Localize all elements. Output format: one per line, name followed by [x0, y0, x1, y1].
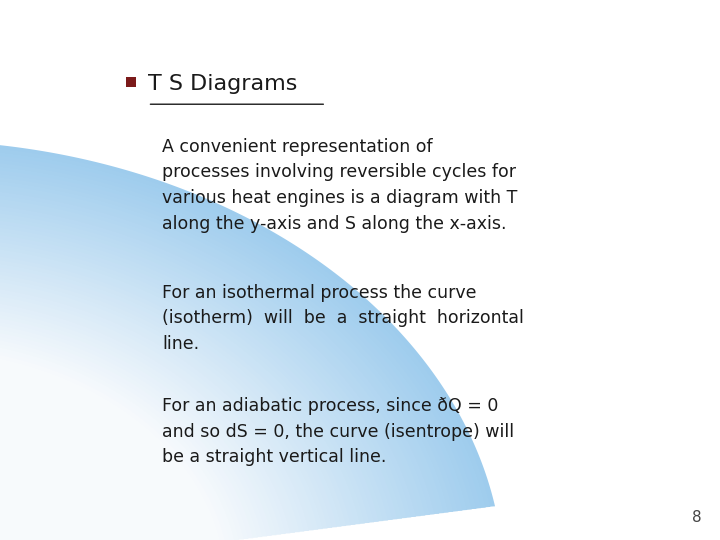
Polygon shape	[0, 0, 477, 540]
Polygon shape	[0, 0, 374, 540]
Polygon shape	[0, 0, 239, 540]
Polygon shape	[0, 0, 420, 540]
Polygon shape	[0, 0, 467, 540]
Polygon shape	[0, 0, 388, 540]
Polygon shape	[0, 0, 309, 540]
Polygon shape	[0, 0, 281, 540]
Polygon shape	[0, 0, 253, 540]
Polygon shape	[0, 0, 458, 540]
Polygon shape	[0, 0, 346, 540]
Polygon shape	[0, 0, 276, 540]
Polygon shape	[0, 0, 271, 540]
Polygon shape	[0, 0, 486, 540]
Polygon shape	[0, 0, 430, 540]
Polygon shape	[0, 0, 341, 540]
Polygon shape	[0, 0, 337, 540]
Polygon shape	[0, 0, 286, 540]
Polygon shape	[0, 0, 258, 540]
Polygon shape	[0, 0, 369, 540]
Text: 8: 8	[693, 510, 702, 525]
Polygon shape	[0, 0, 439, 540]
Polygon shape	[0, 0, 435, 540]
Polygon shape	[0, 0, 444, 540]
Polygon shape	[0, 0, 332, 540]
Polygon shape	[0, 0, 267, 540]
Polygon shape	[0, 0, 426, 540]
Polygon shape	[0, 0, 295, 540]
Polygon shape	[0, 0, 490, 540]
Polygon shape	[0, 0, 318, 540]
Polygon shape	[0, 0, 407, 540]
Text: For an adiabatic process, since ðQ = 0
and so dS = 0, the curve (isentrope) will: For an adiabatic process, since ðQ = 0 a…	[162, 397, 514, 467]
Polygon shape	[0, 0, 235, 540]
Polygon shape	[0, 0, 225, 540]
Polygon shape	[0, 0, 472, 540]
Polygon shape	[0, 0, 416, 540]
Polygon shape	[0, 0, 314, 540]
Polygon shape	[0, 0, 462, 540]
Text: A convenient representation of
processes involving reversible cycles for
various: A convenient representation of processes…	[162, 138, 518, 233]
Polygon shape	[0, 0, 360, 540]
Polygon shape	[0, 0, 305, 540]
Polygon shape	[0, 0, 230, 540]
Polygon shape	[0, 0, 263, 540]
Text: For an isothermal process the curve
(isotherm)  will  be  a  straight  horizonta: For an isothermal process the curve (iso…	[162, 284, 524, 353]
Polygon shape	[0, 0, 383, 540]
Polygon shape	[0, 0, 392, 540]
Polygon shape	[0, 0, 220, 540]
Polygon shape	[0, 0, 356, 540]
Bar	[126, 77, 136, 87]
Polygon shape	[0, 0, 495, 540]
Polygon shape	[0, 0, 411, 540]
Polygon shape	[0, 0, 397, 540]
Polygon shape	[0, 0, 379, 540]
Polygon shape	[0, 0, 244, 540]
Polygon shape	[0, 0, 449, 540]
Text: T S Diagrams: T S Diagrams	[148, 73, 297, 94]
Polygon shape	[0, 0, 481, 540]
Polygon shape	[0, 0, 300, 540]
Polygon shape	[0, 0, 290, 540]
Polygon shape	[0, 0, 402, 540]
Polygon shape	[0, 0, 453, 540]
Polygon shape	[0, 0, 351, 540]
Polygon shape	[0, 0, 323, 540]
Polygon shape	[0, 0, 248, 540]
Polygon shape	[0, 0, 328, 540]
Polygon shape	[0, 0, 365, 540]
